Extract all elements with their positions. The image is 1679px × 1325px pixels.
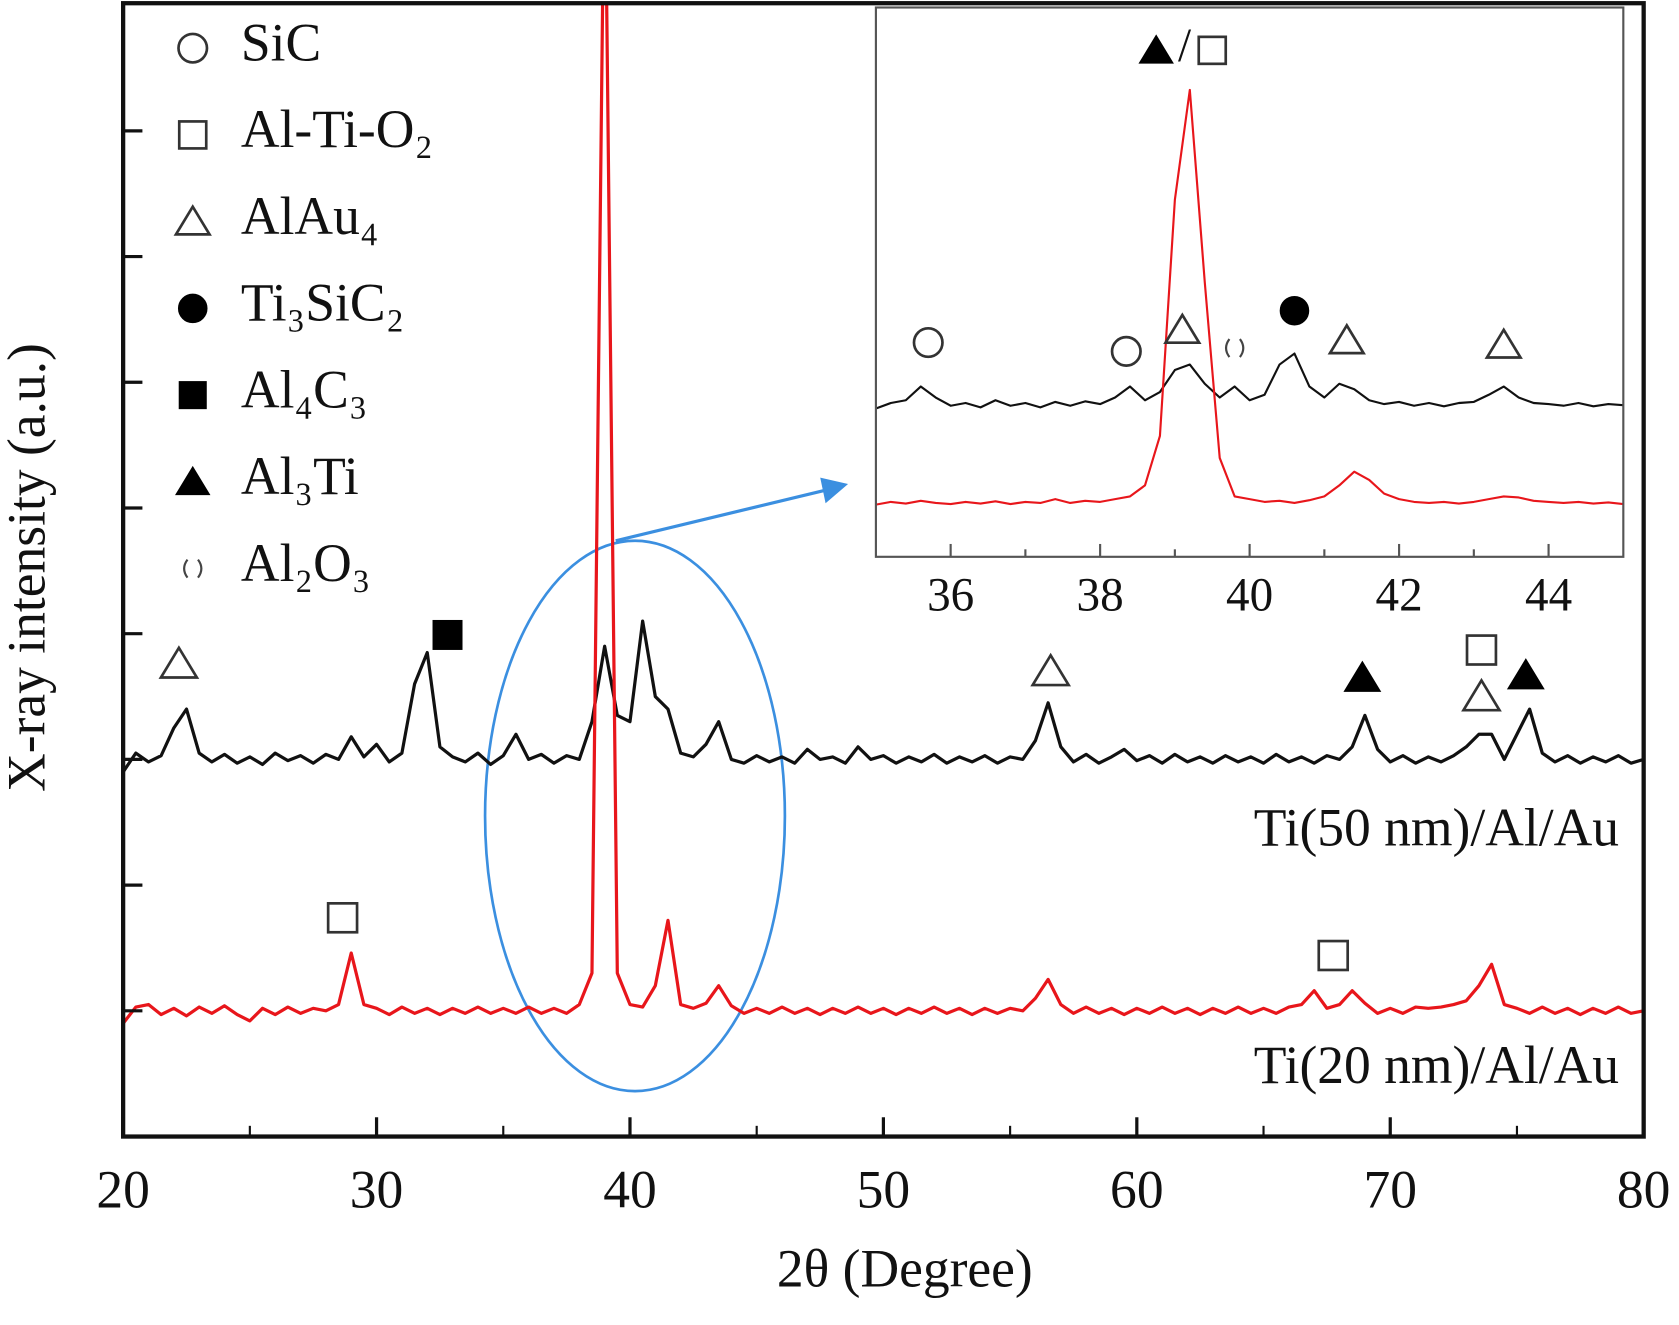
annotation: / [1178,20,1192,72]
series-line [123,3,1644,1025]
x-tick-label: 70 [1363,1160,1417,1220]
inset-background [875,7,1624,557]
y-axis-label: X-ray intensity (a.u.) [0,343,56,792]
peak-marker [1224,338,1245,358]
legend-label: Al₃Ti [241,446,359,506]
x-tick-label: 40 [603,1160,657,1220]
series-label: Ti(20 nm)/Al/Au [1254,1035,1619,1095]
x-tick-label: 20 [96,1160,150,1220]
x-tick-label: 36 [927,569,974,621]
series-label: Ti(50 nm)/Al/Au [1254,797,1619,857]
highlight-ellipse [483,539,787,1093]
peak-marker [1163,312,1202,345]
legend-label: Al₂O₃ [241,533,370,593]
inset-chart: 36 38 40 42 44 / [874,6,1625,621]
legend-marker [183,558,203,579]
legend-label: AlAu₄ [241,186,379,246]
peak-marker [1317,939,1350,972]
peak-marker [1343,660,1382,692]
legend-label: Al-Ti-O₂ [241,99,433,159]
peak-marker [1138,34,1174,64]
legend-marker [173,204,212,236]
peak-marker [1465,634,1498,666]
x-tick-label: 50 [857,1160,911,1220]
legend-marker [177,32,209,64]
legend-label: SiC [241,12,321,72]
peak-marker [912,326,944,359]
legend-marker [178,381,207,410]
x-tick-label: 42 [1376,569,1423,621]
series-line [875,88,1624,506]
peak-marker [1030,652,1072,687]
x-axis-label: 2θ (Degree) [777,1239,1033,1299]
peak-marker [1110,335,1142,367]
peak-marker [432,619,463,650]
peak-marker [1279,295,1310,326]
zoom-arrowhead [820,477,849,504]
legend-marker [177,120,208,150]
peak-marker [1461,677,1502,712]
series-line [123,619,1644,773]
x-tick-label: 80 [1617,1160,1671,1220]
peak-marker [158,645,200,679]
x-tick-label: 30 [350,1160,404,1220]
x-tick-label: 44 [1525,569,1572,621]
peak-marker [1197,35,1228,66]
peak-marker [326,902,359,934]
zoom-arrow [615,488,825,543]
x-tick-label: 38 [1077,569,1124,621]
legend-label: Ti₃SiC₂ [241,273,404,333]
x-tick-label: 60 [1110,1160,1164,1220]
peak-marker [1506,658,1545,690]
series-line [875,352,1624,410]
legend-label: Al₄C₃ [241,359,368,419]
legend-marker [175,465,211,496]
legend-marker [177,293,208,324]
peak-marker [1327,322,1366,355]
x-tick-label: 40 [1226,569,1273,621]
main-chart: Ti(50 nm)/Al/Au Ti(20 nm)/Al/Au 20 30 40 50 60… [96,1,1671,1220]
peak-marker [1484,327,1523,359]
